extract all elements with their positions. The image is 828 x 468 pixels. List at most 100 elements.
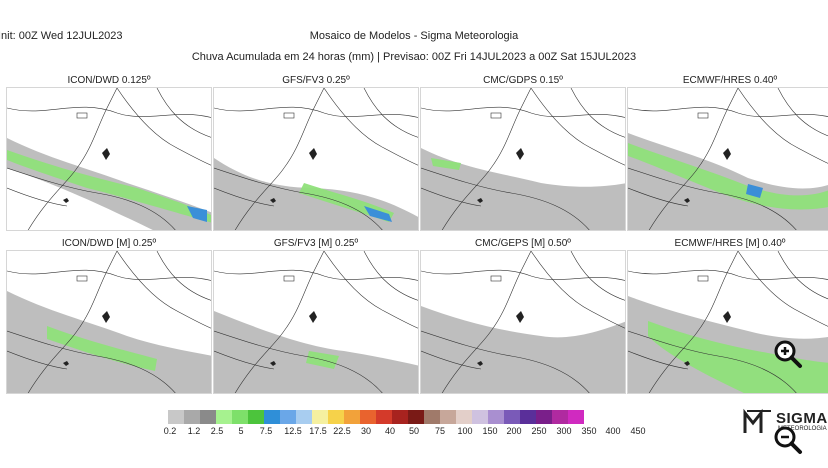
legend-label: 150 — [482, 426, 498, 436]
legend-label: 0.2 — [163, 426, 177, 436]
map-feature — [76, 275, 88, 282]
city-marker — [723, 148, 731, 160]
legend-label: 12.5 — [284, 426, 302, 436]
legend-swatch — [328, 410, 344, 424]
map-panel-gfs[interactable] — [213, 87, 419, 231]
city-marker — [516, 148, 524, 160]
map-panel-cmc[interactable] — [420, 87, 626, 231]
legend-swatch — [408, 410, 424, 424]
state-border — [421, 269, 625, 281]
city-marker — [63, 198, 69, 203]
state-border — [7, 167, 176, 230]
legend-label: 2.5 — [210, 426, 224, 436]
legend-swatch — [392, 410, 408, 424]
legend-label: 350 — [581, 426, 597, 436]
map-feature — [283, 275, 295, 282]
state-border — [323, 251, 418, 329]
legend-swatch — [440, 410, 456, 424]
color-scale-legend — [168, 410, 584, 424]
legend-label: 300 — [556, 426, 572, 436]
city-marker — [684, 198, 690, 203]
map-panel-icon-m[interactable] — [6, 250, 212, 394]
map-panel-cmc-m[interactable] — [420, 250, 626, 394]
state-border — [234, 88, 325, 230]
state-border — [7, 269, 211, 281]
legend-swatch — [248, 410, 264, 424]
rain-moderate-area — [47, 326, 157, 371]
legend-swatch — [568, 410, 584, 424]
logo-name: SIGMA — [776, 410, 828, 427]
legend-label: 200 — [506, 426, 522, 436]
panel-label-cmc: CMC/GDPS 0.15º — [483, 75, 563, 86]
rain-moderate-area — [431, 158, 461, 170]
rain-heavy-area — [746, 184, 763, 198]
city-marker — [723, 311, 731, 323]
legend-swatch — [312, 410, 328, 424]
legend-swatch — [424, 410, 440, 424]
legend-swatch — [200, 410, 216, 424]
state-border — [777, 251, 828, 300]
zoom-out-icon[interactable] — [772, 424, 804, 456]
city-marker — [102, 148, 110, 160]
state-border — [421, 167, 590, 230]
state-border — [116, 251, 211, 329]
state-border — [570, 251, 625, 301]
rain-moderate-area — [648, 321, 828, 393]
state-border — [27, 251, 118, 393]
map-panel-gfs-m[interactable] — [213, 250, 419, 394]
state-border — [7, 330, 176, 393]
legend-label: 30 — [360, 426, 372, 436]
city-marker — [477, 198, 483, 203]
legend-swatch — [504, 410, 520, 424]
panel-label-ecmwf: ECMWF/HRES 0.40º — [682, 75, 778, 86]
state-border — [628, 106, 828, 117]
rain-moderate-area — [628, 143, 828, 210]
logo-subtitle: METEOROLOGIA — [778, 426, 827, 432]
panel-label-gfs: GFS/FV3 0.25º — [282, 75, 350, 86]
page-title: Mosaico de Modelos - Sigma Meteorologia — [309, 30, 519, 42]
state-border — [214, 350, 275, 370]
panel-label-icon-m: ICON/DWD [M] 0.25º — [61, 238, 157, 249]
state-border — [421, 187, 482, 207]
legend-swatch — [168, 410, 184, 424]
state-border — [214, 167, 383, 230]
map-feature — [490, 275, 502, 282]
legend-swatch — [344, 410, 360, 424]
legend-label: 75 — [434, 426, 446, 436]
state-border — [421, 330, 590, 393]
state-border — [27, 88, 118, 230]
state-border — [648, 88, 739, 230]
state-border — [323, 88, 418, 166]
map-panel-ecmwf[interactable] — [627, 87, 828, 231]
page-subtitle: Chuva Acumulada em 24 horas (mm) | Previ… — [191, 51, 637, 63]
rain-low-area — [214, 311, 418, 393]
legend-label: 400 — [605, 426, 621, 436]
rain-low-area — [421, 148, 625, 230]
legend-label: 250 — [531, 426, 547, 436]
map-panel-icon[interactable] — [6, 87, 212, 231]
state-border — [737, 251, 828, 327]
legend-swatch — [232, 410, 248, 424]
panel-label-cmc-m: CMC/GEPS [M] 0.50º — [475, 238, 571, 249]
legend-swatch — [536, 410, 552, 424]
panel-label-ecmwf-m: ECMWF/HRES [M] 0.40º — [674, 238, 786, 249]
map-panel-ecmwf-m[interactable] — [627, 250, 828, 394]
city-marker — [63, 361, 69, 366]
state-border — [628, 167, 797, 230]
legend-swatch — [472, 410, 488, 424]
legend-swatch — [216, 410, 232, 424]
rain-moderate-area — [7, 150, 211, 223]
map-feature — [490, 112, 502, 119]
legend-label: 1.2 — [187, 426, 201, 436]
legend-label: 100 — [457, 426, 473, 436]
state-border — [648, 251, 739, 393]
state-border — [441, 88, 532, 230]
map-feature — [697, 275, 709, 282]
state-border — [421, 106, 625, 118]
legend-swatch — [552, 410, 568, 424]
state-border — [421, 350, 482, 370]
zoom-in-icon[interactable] — [772, 338, 804, 370]
sigma-logo-icon — [743, 408, 771, 433]
state-border — [530, 88, 625, 166]
init-time: Init: 00Z Wed 12JUL2023 — [0, 30, 123, 42]
